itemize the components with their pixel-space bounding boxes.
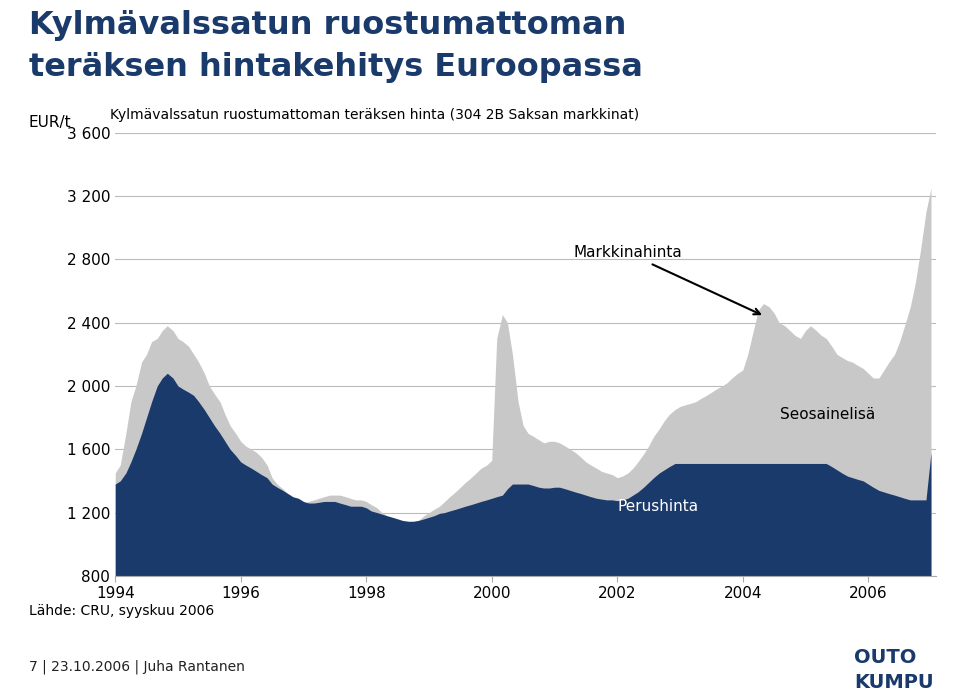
Text: Lähde: CRU, syyskuu 2006: Lähde: CRU, syyskuu 2006 xyxy=(29,604,214,618)
Text: Kylmävalssatun ruostumattoman teräksen hinta (304 2B Saksan markkinat): Kylmävalssatun ruostumattoman teräksen h… xyxy=(110,108,639,122)
Text: EUR/t: EUR/t xyxy=(29,115,71,130)
Text: OUTO: OUTO xyxy=(854,648,917,667)
Text: Perushinta: Perushinta xyxy=(617,498,698,514)
Text: 7 | 23.10.2006 | Juha Rantanen: 7 | 23.10.2006 | Juha Rantanen xyxy=(29,660,245,674)
Text: Kylmävalssatun ruostumattoman: Kylmävalssatun ruostumattoman xyxy=(29,10,626,41)
Text: Markkinahinta: Markkinahinta xyxy=(573,246,760,314)
Text: Seosainelisä: Seosainelisä xyxy=(780,407,876,422)
Text: KUMPU: KUMPU xyxy=(854,673,934,692)
Text: teräksen hintakehitys Euroopassa: teräksen hintakehitys Euroopassa xyxy=(29,52,642,83)
